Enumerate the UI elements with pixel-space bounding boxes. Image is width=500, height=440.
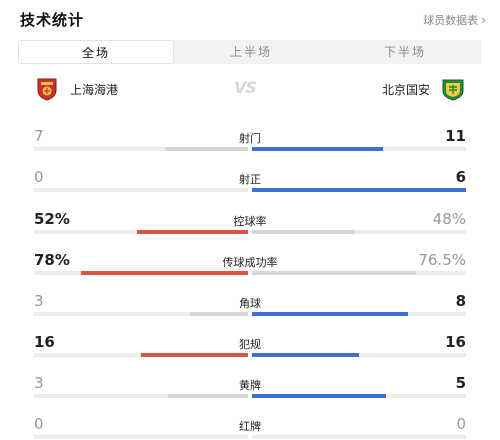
stat-label: 控球率 [233, 215, 267, 228]
home-bar-fill [137, 230, 248, 234]
home-bar-fill [190, 312, 248, 316]
away-team[interactable]: 北京国安 [382, 76, 466, 102]
stat-row-pass-accuracy: 78% 传球成功率 76.5% [0, 247, 500, 287]
home-value: 78% [34, 251, 70, 269]
stat-label: 黄牌 [239, 379, 261, 392]
home-bar-track [34, 271, 248, 275]
away-bar-fill [252, 312, 408, 316]
stat-row-yellow-cards: 3 黄牌 5 [0, 370, 500, 410]
home-bar-track [34, 394, 248, 398]
away-bar-track [252, 147, 466, 151]
home-bar-fill [165, 147, 248, 151]
away-bar-fill [252, 230, 355, 234]
stats-header: 技术统计 球员数据表 › [0, 0, 500, 38]
away-value: 0 [456, 415, 466, 433]
away-bar-track [252, 435, 466, 439]
away-bar-track [252, 271, 466, 275]
home-value: 16 [34, 333, 55, 351]
away-value: 11 [445, 127, 466, 145]
stat-label: 射正 [239, 173, 261, 186]
stat-label: 传球成功率 [222, 256, 278, 269]
shanghai-port-badge [37, 78, 57, 101]
stat-label: 射门 [239, 132, 261, 145]
home-value: 7 [34, 127, 44, 145]
player-stats-link-label: 球员数据表 [423, 14, 479, 27]
away-bar-fill [252, 271, 416, 275]
tab-full-match[interactable]: 全场 [18, 40, 174, 64]
home-bar-track [34, 230, 248, 234]
home-value: 0 [34, 415, 44, 433]
stat-row-shots: 7 射门 11 [0, 123, 500, 163]
away-bar-fill [252, 394, 386, 398]
home-value: 3 [34, 292, 44, 310]
home-team-name: 上海海港 [70, 82, 119, 97]
tab-first-half[interactable]: 上半场 [229, 45, 272, 59]
stat-row-red-cards: 0 红牌 0 [0, 411, 500, 440]
home-bar-fill [81, 271, 248, 275]
away-value: 48% [432, 210, 466, 228]
home-bar-track [34, 147, 248, 151]
beijing-guoan-badge [442, 79, 464, 101]
home-value: 0 [34, 168, 44, 186]
teams-row: 上海海港 VS 北京国安 [0, 72, 500, 104]
page-title: 技术统计 [20, 11, 85, 29]
home-value: 3 [34, 374, 44, 392]
home-bar-fill [168, 394, 248, 398]
home-bar-track [34, 188, 248, 192]
stat-label: 角球 [239, 297, 261, 310]
stat-row-possession: 52% 控球率 48% [0, 206, 500, 246]
period-tabs: 全场 上半场 下半场 [18, 40, 482, 64]
home-team[interactable]: 上海海港 [34, 76, 118, 102]
away-bar-track [252, 312, 466, 316]
away-value: 16 [445, 333, 466, 351]
vs-label: VS [234, 78, 257, 97]
tab-second-half[interactable]: 下半场 [383, 45, 426, 59]
away-bar-track [252, 394, 466, 398]
away-bar-track [252, 353, 466, 357]
home-bar-track [34, 353, 248, 357]
away-value: 5 [455, 374, 466, 392]
away-value: 6 [455, 168, 466, 186]
home-bar-track [34, 435, 248, 439]
stat-label: 犯规 [239, 338, 261, 351]
away-value: 8 [455, 292, 466, 310]
away-bar-fill [252, 353, 359, 357]
home-bar-track [34, 312, 248, 316]
away-bar-fill [252, 147, 383, 151]
away-bar-fill [252, 188, 466, 192]
away-value: 76.5% [418, 251, 466, 269]
chevron-right-icon: › [481, 13, 486, 27]
stat-row-fouls: 16 犯规 16 [0, 329, 500, 369]
stat-row-corners: 3 角球 8 [0, 288, 500, 328]
stat-label: 红牌 [239, 420, 261, 433]
away-team-name: 北京国安 [381, 82, 430, 97]
away-bar-track [252, 188, 466, 192]
home-bar-fill [141, 353, 248, 357]
stat-row-shots-on-target: 0 射正 6 [0, 164, 500, 204]
player-stats-link[interactable]: 球员数据表 › [423, 12, 486, 28]
away-bar-track [252, 230, 466, 234]
home-value: 52% [34, 210, 70, 228]
